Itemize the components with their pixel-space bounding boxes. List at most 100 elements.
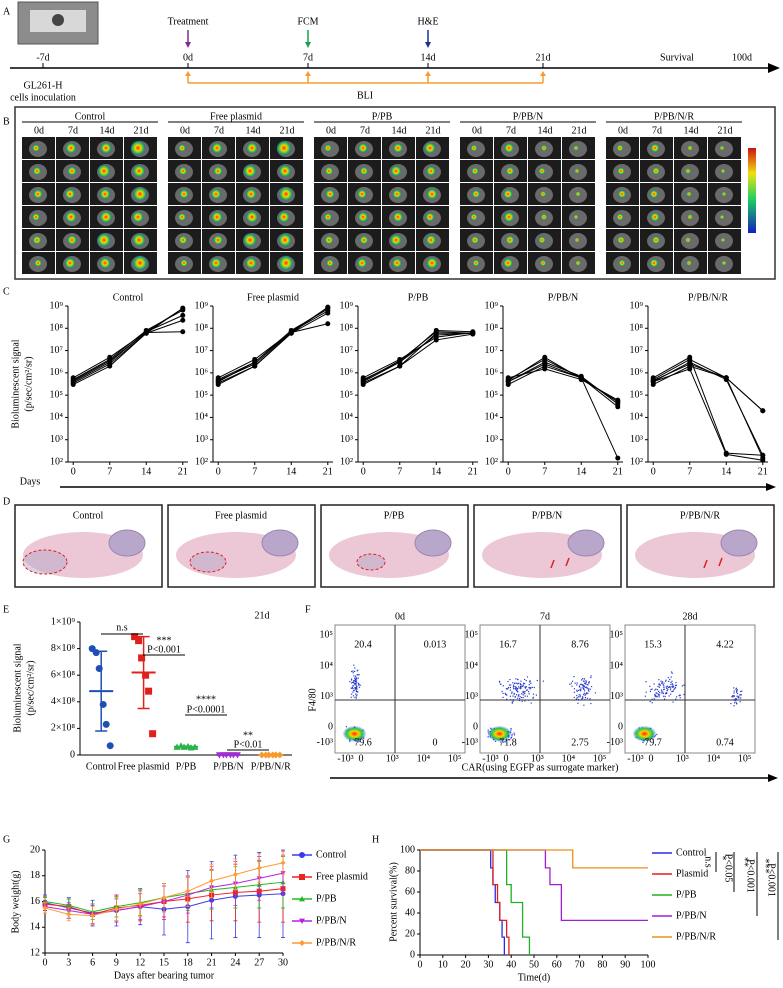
flow-event (530, 687, 532, 689)
bli-signal (392, 189, 402, 199)
survival-curve (420, 849, 648, 921)
flow-event (353, 689, 355, 692)
x-tick-label: 40 (506, 959, 516, 970)
survival-label: Survival (660, 52, 694, 63)
bli-signal (721, 191, 727, 197)
y-tick-label: 10⁸ (195, 323, 209, 334)
marker (209, 878, 215, 884)
day-label: 100d (732, 52, 752, 63)
flow-event (672, 690, 674, 692)
flow-event (588, 681, 590, 683)
marker (232, 871, 238, 877)
flow-event (354, 680, 357, 682)
marker (288, 329, 294, 335)
group-title: P/PB/N (513, 111, 544, 122)
flow-y-tick-label: 10⁴ (610, 660, 624, 671)
flow-event (739, 701, 741, 703)
flow-y-tick-label: 10⁴ (320, 660, 334, 671)
chart-title: Control (113, 292, 144, 303)
y-tick-label: 20 (30, 844, 40, 855)
significance-label: ** (243, 730, 253, 741)
day-label: 0d (183, 52, 193, 63)
series-line (72, 331, 183, 382)
flow-event (584, 686, 587, 688)
flow-event (671, 683, 673, 685)
bli-signal (649, 258, 659, 268)
tumor-outline (22, 549, 68, 575)
y-tick-label: 10⁷ (195, 345, 209, 356)
y-tick-label: 10² (630, 456, 643, 467)
flow-y-tick-label: 10³ (320, 691, 333, 702)
y-tick-label: 10⁶ (50, 367, 64, 378)
flow-event (516, 691, 519, 693)
flow-event (651, 688, 653, 690)
flow-event (667, 677, 670, 679)
flow-x-tick-label: 0 (504, 753, 509, 764)
bli-signal (66, 234, 78, 246)
flow-event (579, 683, 582, 686)
flow-event (583, 685, 585, 687)
flow-event (581, 696, 584, 698)
survival-curve (420, 849, 648, 869)
flow-event (352, 687, 354, 690)
chart-title: Free plasmid (247, 292, 299, 303)
flow-event (734, 698, 736, 700)
flow-event (507, 680, 509, 683)
flow-event (654, 695, 656, 697)
flow-event (512, 695, 514, 697)
panel-letter: D (3, 496, 10, 507)
bli-signal (719, 214, 725, 220)
y-tick-label: 10² (485, 456, 498, 467)
flow-event (663, 682, 665, 684)
flow-event (528, 693, 530, 695)
y-tick-label: 10² (340, 456, 353, 467)
bli-signal (540, 144, 548, 152)
flow-event (506, 688, 508, 690)
flow-event (657, 694, 660, 696)
flow-event (352, 670, 354, 672)
y-tick-label: 20 (405, 928, 415, 939)
panel-letter: A (3, 6, 11, 17)
bli-signal (131, 232, 147, 248)
bli-signal (179, 189, 189, 199)
tumor-marker (703, 557, 723, 569)
flow-y-tick-label: 0 (328, 722, 333, 733)
flow-event (518, 694, 520, 696)
flow-event (358, 686, 361, 688)
bli-signal (33, 189, 43, 199)
significance-label: P<0.001 (745, 859, 756, 893)
y-tick-label: 10⁶ (630, 367, 644, 378)
cerebellum (261, 529, 299, 557)
flow-event (516, 682, 518, 684)
flow-event (513, 692, 515, 695)
flow-event (542, 680, 544, 682)
flow-event (528, 691, 530, 693)
series-line (218, 323, 328, 382)
x-tick-label: 14 (141, 466, 151, 477)
flow-event (573, 676, 575, 678)
bli-signal (650, 143, 660, 153)
cerebellum (567, 529, 605, 557)
flow-event (662, 692, 664, 695)
flow-y-tick-label: 10³ (465, 691, 478, 702)
bli-signal (470, 213, 478, 221)
x-tick-label: 30 (483, 959, 493, 970)
bli-signal (278, 164, 292, 178)
legend-label: Control (316, 849, 347, 860)
panel-letter: B (3, 116, 10, 127)
flow-event (590, 676, 592, 679)
bli-signal (392, 142, 404, 154)
flow-event (656, 695, 658, 698)
legend-label: P/PB (676, 889, 697, 900)
bli-signal (325, 258, 335, 268)
day-header: 0d (472, 125, 482, 136)
marker (252, 356, 258, 362)
flow-event (738, 697, 740, 699)
flow-event (356, 682, 358, 684)
series-line (363, 333, 473, 384)
legend-label: Plasmid (676, 868, 708, 879)
flow-event (356, 687, 358, 689)
group-title: P/PB/N/R (654, 111, 694, 122)
flow-event (736, 698, 738, 700)
flow-event (665, 679, 667, 681)
